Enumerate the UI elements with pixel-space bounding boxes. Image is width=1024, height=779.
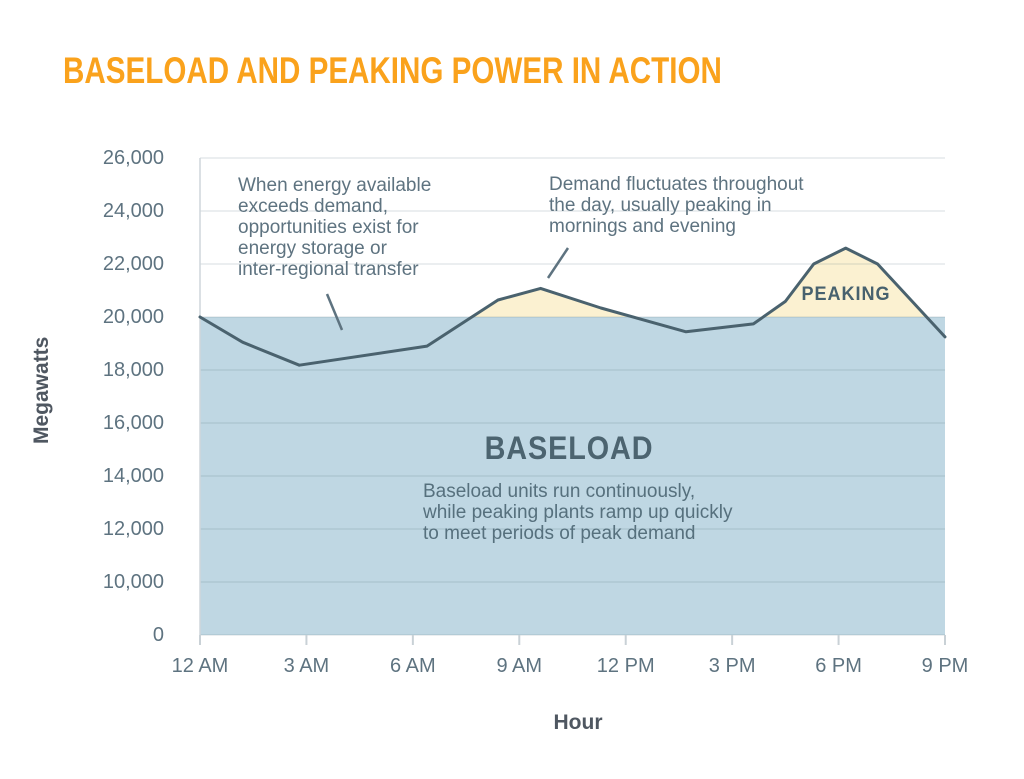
x-tick-label: 6 PM [815,655,862,677]
y-tick-label: 26,000 [102,147,164,169]
x-tick-label: 12 PM [596,655,655,677]
baseload-area [200,317,945,635]
annotation-leader-line [325,293,344,331]
y-tick-label: 20,000 [102,306,164,328]
annotation-demand-fluctuates: Demand fluctuates throughout the day, us… [549,174,804,237]
y-tick-label: 16,000 [102,412,164,434]
y-tick-label: 22,000 [102,253,164,275]
y-tick-label: 10,000 [102,571,164,593]
y-tick-label: 0 [152,624,164,646]
x-tick-label: 9 PM [921,655,969,677]
peaking-area-label: PEAKING [801,284,891,305]
baseload-area-label: BASELOAD [484,430,654,466]
annotation-energy-storage: When energy available exceeds demand, op… [238,175,432,280]
annotation-leader-line [546,247,570,279]
x-tick-label: 12 AM [171,655,229,677]
y-tick-label: 14,000 [102,465,164,487]
x-tick-label: 6 AM [390,655,436,677]
peaking-area [200,248,945,317]
x-tick-label: 9 AM [496,655,543,677]
y-tick-label: 12,000 [102,518,164,540]
x-tick-label: 3 PM [708,655,756,677]
x-tick-label: 3 AM [283,655,330,677]
page-title: BASELOAD AND PEAKING POWER IN ACTION [63,50,722,91]
demand-line [198,246,947,367]
y-axis-title: Megawatts [30,336,53,444]
y-tick-label: 24,000 [102,200,164,222]
y-tick-label: 18,000 [102,359,164,381]
annotation-baseload-caption: Baseload units run continuously, while p… [423,481,733,544]
x-axis-title: Hour [553,711,603,734]
